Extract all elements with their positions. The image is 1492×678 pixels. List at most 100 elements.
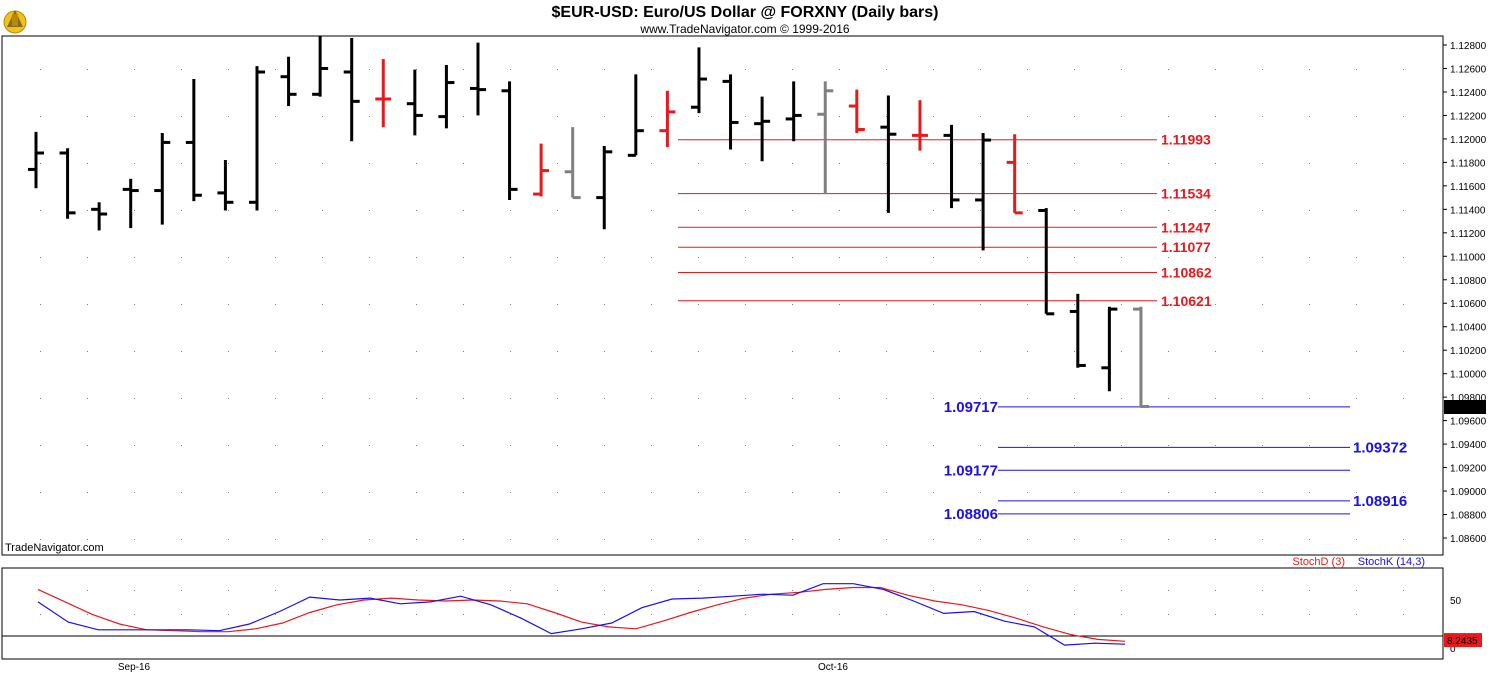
grid-dot bbox=[557, 210, 558, 211]
grid-dot bbox=[604, 539, 605, 540]
grid-dot bbox=[792, 614, 793, 615]
watermark-text: TradeNavigator.com bbox=[5, 542, 104, 554]
grid-dot bbox=[1356, 492, 1357, 493]
grid-dot bbox=[1403, 614, 1404, 615]
grid-dot bbox=[1074, 614, 1075, 615]
ohlc-bar bbox=[248, 66, 265, 211]
grid-dot bbox=[745, 492, 746, 493]
grid-dot bbox=[416, 210, 417, 211]
grid-dot bbox=[1074, 304, 1075, 305]
grid-dot bbox=[510, 492, 511, 493]
grid-dot bbox=[604, 398, 605, 399]
grid-dot bbox=[322, 614, 323, 615]
ohlc-bar bbox=[690, 47, 707, 114]
grid-dot bbox=[1356, 351, 1357, 352]
grid-dot bbox=[651, 163, 652, 164]
stochastic-panel bbox=[1, 567, 1444, 660]
grid-dot bbox=[275, 304, 276, 305]
grid-dot bbox=[463, 210, 464, 211]
grid-dot bbox=[1262, 614, 1263, 615]
grid-dot bbox=[134, 492, 135, 493]
grid-dot bbox=[1403, 445, 1404, 446]
grid-dot bbox=[604, 304, 605, 305]
grid-dot bbox=[1356, 69, 1357, 70]
grid-dot bbox=[933, 210, 934, 211]
grid-dot bbox=[1356, 163, 1357, 164]
grid-dot bbox=[745, 445, 746, 446]
grid-dot bbox=[1403, 398, 1404, 399]
grid-dot bbox=[1403, 116, 1404, 117]
grid-dot bbox=[134, 398, 135, 399]
grid-dot bbox=[228, 351, 229, 352]
grid-dot bbox=[1262, 210, 1263, 211]
ohlc-bar bbox=[217, 160, 234, 211]
grid-dot bbox=[980, 492, 981, 493]
ohlc-bar bbox=[1101, 306, 1118, 392]
red-level-label: 1.10621 bbox=[1161, 293, 1212, 309]
grid-dot bbox=[839, 257, 840, 258]
grid-dot bbox=[1262, 351, 1263, 352]
grid-dot bbox=[1121, 351, 1122, 352]
grid-dot bbox=[181, 492, 182, 493]
grid-dot bbox=[322, 210, 323, 211]
grid-dot bbox=[933, 398, 934, 399]
grid-dot bbox=[416, 351, 417, 352]
grid-dot bbox=[1356, 116, 1357, 117]
grid-dot bbox=[886, 257, 887, 258]
grid-dot bbox=[1168, 257, 1169, 258]
grid-dot bbox=[980, 116, 981, 117]
grid-dot bbox=[181, 590, 182, 591]
grid-dot bbox=[510, 539, 511, 540]
y-tick-label: 1.10000 bbox=[1450, 370, 1487, 381]
grid-dot bbox=[1309, 492, 1310, 493]
grid-dot bbox=[651, 257, 652, 258]
grid-dot bbox=[134, 539, 135, 540]
grid-dot bbox=[839, 398, 840, 399]
grid-dot bbox=[40, 445, 41, 446]
grid-dot bbox=[1403, 304, 1404, 305]
grid-dot bbox=[839, 590, 840, 591]
grid-dot bbox=[181, 69, 182, 70]
y-tick-label: 1.09800 bbox=[1450, 393, 1487, 404]
y-tick-label: 1.10400 bbox=[1450, 323, 1487, 334]
grid-dot bbox=[322, 539, 323, 540]
last-price-badge bbox=[1444, 400, 1486, 415]
grid-dot bbox=[1215, 492, 1216, 493]
grid-dot bbox=[792, 398, 793, 399]
ohlc-bar bbox=[185, 79, 202, 202]
stochastic-axis: 50 08.2435 bbox=[1444, 596, 1482, 655]
grid-dot bbox=[369, 398, 370, 399]
grid-dot bbox=[1262, 257, 1263, 258]
grid-dot bbox=[792, 492, 793, 493]
grid-dot bbox=[1074, 210, 1075, 211]
grid-dot bbox=[886, 163, 887, 164]
grid-dot bbox=[40, 614, 41, 615]
stochastic-grid bbox=[40, 590, 1404, 615]
grid-dot bbox=[886, 398, 887, 399]
grid-dot bbox=[1168, 492, 1169, 493]
grid-dot bbox=[839, 351, 840, 352]
chart-title: $EUR-USD: Euro/US Dollar @ FORXNY (Daily… bbox=[552, 4, 939, 21]
grid-dot bbox=[87, 590, 88, 591]
grid-dot bbox=[1262, 163, 1263, 164]
grid-dot bbox=[1027, 614, 1028, 615]
y-tick-label: 1.12800 bbox=[1450, 41, 1487, 52]
grid-dot bbox=[275, 351, 276, 352]
grid-dot bbox=[228, 398, 229, 399]
ohlc-bar bbox=[880, 95, 897, 213]
grid-dot bbox=[87, 445, 88, 446]
grid-dot bbox=[1074, 257, 1075, 258]
red-level-label: 1.11534 bbox=[1161, 186, 1211, 202]
grid-dot bbox=[40, 304, 41, 305]
grid-dot bbox=[322, 257, 323, 258]
grid-dot bbox=[1403, 210, 1404, 211]
grid-dot bbox=[369, 69, 370, 70]
grid-dot bbox=[651, 445, 652, 446]
stoch-series-line bbox=[37, 583, 1126, 646]
grid-dot bbox=[745, 304, 746, 305]
grid-dot bbox=[1215, 257, 1216, 258]
grid-dot bbox=[40, 492, 41, 493]
grid-dot bbox=[1074, 539, 1075, 540]
grid-dot bbox=[933, 445, 934, 446]
ohlc-bar bbox=[596, 145, 613, 230]
